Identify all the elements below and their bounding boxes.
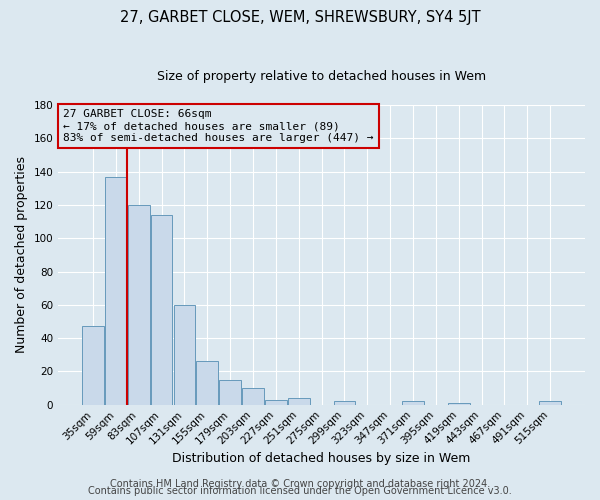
Bar (402, 402, 424, 404)
Y-axis label: Number of detached properties: Number of detached properties (15, 156, 28, 354)
Text: Contains HM Land Registry data © Crown copyright and database right 2024.: Contains HM Land Registry data © Crown c… (110, 479, 490, 489)
Bar (105, 176, 127, 404)
Bar (173, 305, 195, 404)
X-axis label: Distribution of detached houses by size in Wem: Distribution of detached houses by size … (172, 452, 471, 465)
Bar (242, 388, 264, 404)
Bar (288, 398, 310, 404)
Bar (82, 326, 104, 404)
Title: Size of property relative to detached houses in Wem: Size of property relative to detached ho… (157, 70, 486, 83)
Bar (265, 400, 287, 404)
Bar (196, 362, 218, 405)
Bar (448, 403, 470, 404)
Bar (128, 205, 149, 404)
Text: 27, GARBET CLOSE, WEM, SHREWSBURY, SY4 5JT: 27, GARBET CLOSE, WEM, SHREWSBURY, SY4 5… (119, 10, 481, 25)
Bar (334, 402, 355, 404)
Bar (219, 380, 241, 404)
Bar (539, 402, 561, 404)
Bar (151, 215, 172, 404)
Text: Contains public sector information licensed under the Open Government Licence v3: Contains public sector information licen… (88, 486, 512, 496)
Text: 27 GARBET CLOSE: 66sqm
← 17% of detached houses are smaller (89)
83% of semi-det: 27 GARBET CLOSE: 66sqm ← 17% of detached… (64, 110, 374, 142)
